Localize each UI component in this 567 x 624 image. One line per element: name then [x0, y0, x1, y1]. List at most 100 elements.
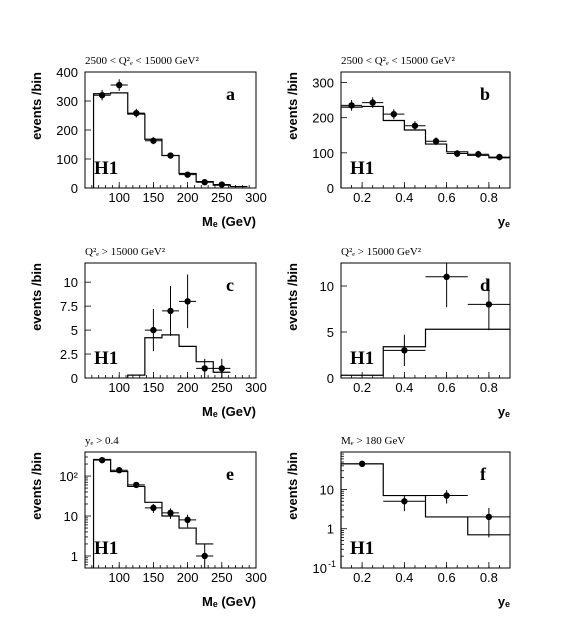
y-tick-label: 0 [327, 371, 334, 386]
panel-letter: d [480, 275, 490, 295]
y-tick-label: 0 [71, 181, 78, 196]
y-tick-label: 10 [320, 482, 334, 497]
data-point [116, 81, 123, 89]
x-tick-label: 300 [245, 190, 267, 205]
x-tick-label: 0.8 [480, 570, 498, 585]
panel-a: 100 150 200 250 300 0 100 200 300 400 2500 < Q²ₑ <… [29, 55, 267, 229]
panel-letter: c [226, 275, 234, 295]
y-tick-label: 10 [64, 275, 78, 290]
y-tick-label: 100 [312, 146, 334, 161]
data-point [218, 365, 225, 372]
y-tick-label: 2.5 [60, 347, 78, 362]
x-axis-label: yₑ [498, 594, 510, 609]
x-tick-label: 200 [177, 380, 199, 395]
y-tick-label: 200 [56, 123, 78, 138]
prediction-histogram [340, 105, 510, 188]
data-point [150, 326, 157, 334]
y-tick-label: 5 [327, 325, 334, 340]
x-tick-label: 0.4 [395, 380, 413, 395]
data-point [453, 150, 461, 157]
data-point [184, 516, 191, 524]
x-tick-label: 250 [211, 190, 233, 205]
y-tick-label: 10 [320, 279, 334, 294]
data-point [133, 109, 140, 117]
y-tick-label: 300 [56, 94, 78, 109]
x-tick-label: 0.8 [480, 380, 498, 395]
y-tick-exponent: -1 [328, 559, 336, 569]
y-axis-label: events /bin [29, 72, 44, 140]
x-tick-label: 100 [108, 380, 130, 395]
x-tick-label: 0.6 [438, 380, 456, 395]
y-tick-label: 200 [312, 111, 334, 126]
data-point [485, 513, 493, 521]
data-point [485, 301, 493, 308]
x-axis-label: yₑ [498, 214, 510, 229]
x-tick-label: 0.6 [438, 190, 456, 205]
cut-label: yₑ > 0.4 [85, 435, 119, 447]
data-point [443, 273, 450, 280]
y-axis-label: events /bin [285, 72, 300, 140]
y-axis-label: events /bin [285, 263, 300, 331]
data-point [98, 456, 106, 464]
experiment-label: H1 [94, 348, 118, 369]
data-point [369, 99, 376, 106]
cut-label: 2500 < Q²ₑ < 15000 GeV² [341, 55, 455, 67]
y-tick-label: 1 [327, 522, 334, 537]
x-tick-label: 0.6 [438, 570, 456, 585]
data-point [401, 498, 408, 505]
data-point [218, 181, 225, 188]
panel-letter: e [226, 464, 234, 484]
x-tick-label: 250 [211, 570, 233, 585]
y-tick-label: 400 [56, 65, 78, 80]
data-point [432, 138, 440, 145]
prediction-histogram [340, 328, 510, 378]
prediction-histogram [92, 458, 214, 568]
y-tick-label: 1 [71, 549, 78, 564]
y-axis-label: events /bin [285, 452, 300, 520]
y-tick-label: 0 [71, 371, 78, 386]
data-point [98, 92, 106, 99]
x-tick-label: 0.2 [353, 380, 371, 395]
data-point [475, 151, 482, 158]
data-point [167, 509, 174, 517]
panel-c: 100 150 200 250 300 0 2.5 5 7.5 10 Q²ₑ > 15000 GeV… [29, 246, 267, 419]
panel-letter: f [480, 464, 487, 484]
panel-letter: a [226, 84, 235, 104]
panel-b: 0.2 0.4 0.6 0.8 0 100 200 300 2500 < Q²ₑ < 15000… [285, 55, 511, 229]
data-point [496, 153, 503, 161]
experiment-label: H1 [94, 158, 118, 179]
x-axis-label: Mₑ (GeV) [202, 594, 256, 609]
data-point [133, 481, 140, 489]
y-tick-label: 10 [313, 561, 327, 576]
x-tick-label: 300 [245, 380, 267, 395]
data-point [201, 365, 208, 372]
y-tick-label: 7.5 [60, 299, 78, 314]
data-point [411, 122, 419, 129]
x-tick-label: 100 [108, 190, 130, 205]
data-point [390, 110, 398, 118]
x-tick-label: 150 [143, 570, 165, 585]
data-point [443, 492, 450, 499]
plot-frame [84, 262, 257, 379]
data-point [150, 137, 157, 144]
y-tick-label: 300 [312, 76, 334, 91]
x-tick-label: 200 [177, 190, 199, 205]
data-point [167, 307, 174, 315]
y-tick-label: 100 [56, 152, 78, 167]
x-tick-label: 0.8 [480, 190, 498, 205]
x-tick-label: 200 [177, 570, 199, 585]
plot-frame [84, 451, 257, 569]
y-tick-label: 0 [327, 181, 334, 196]
x-tick-label: 150 [143, 190, 165, 205]
experiment-label: H1 [350, 158, 374, 179]
prediction-histogram [127, 334, 231, 378]
x-axis-label: yₑ [498, 404, 510, 419]
x-axis-label: Mₑ (GeV) [202, 404, 256, 419]
y-tick-label: 10² [59, 469, 78, 484]
cut-label: Q²ₑ > 15000 GeV² [85, 246, 166, 258]
cut-label: Q²ₑ > 15000 GeV² [341, 246, 422, 258]
x-tick-label: 250 [211, 380, 233, 395]
data-point [184, 171, 191, 178]
y-tick-label: 10 [64, 509, 78, 524]
